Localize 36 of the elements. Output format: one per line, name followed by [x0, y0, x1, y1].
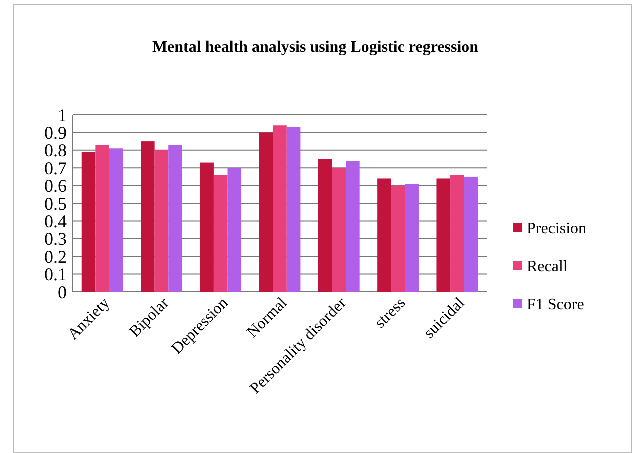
bar	[154, 150, 169, 292]
legend-label: Precision	[527, 220, 587, 238]
y-tick-label: 0.6	[44, 176, 67, 196]
bar	[436, 178, 451, 292]
y-tick-label: 0.9	[44, 123, 67, 143]
bar	[273, 126, 287, 292]
y-tick-label: 0.5	[44, 194, 67, 214]
bar	[141, 142, 155, 292]
bar	[96, 145, 110, 292]
bar	[332, 168, 346, 292]
y-tick-label: 0.7	[44, 158, 67, 178]
y-tick-label: 0.1	[44, 264, 67, 285]
bar	[346, 161, 360, 292]
legend-label: Recall	[527, 258, 568, 276]
bar	[214, 175, 228, 292]
bar	[228, 168, 242, 292]
bar	[391, 186, 406, 292]
bar	[450, 175, 464, 292]
bar	[109, 148, 124, 292]
bar	[318, 159, 332, 292]
bar	[286, 127, 301, 292]
y-tick-label: 0	[58, 282, 67, 302]
bar	[259, 132, 274, 292]
bar	[82, 152, 96, 292]
legend-label: F1 Score	[527, 296, 584, 314]
y-tick-label: 0.8	[44, 140, 67, 161]
bar	[168, 145, 182, 292]
chart-title: Mental health analysis using Logistic regression	[152, 39, 479, 56]
y-tick-label: 0.4	[44, 212, 67, 232]
bar	[200, 162, 214, 292]
y-tick-label: 0.2	[44, 246, 67, 267]
bar	[378, 178, 392, 292]
bar	[464, 176, 478, 292]
bar	[405, 184, 419, 292]
y-tick-label: 1	[58, 105, 67, 126]
y-tick-label: 0.3	[44, 229, 67, 250]
